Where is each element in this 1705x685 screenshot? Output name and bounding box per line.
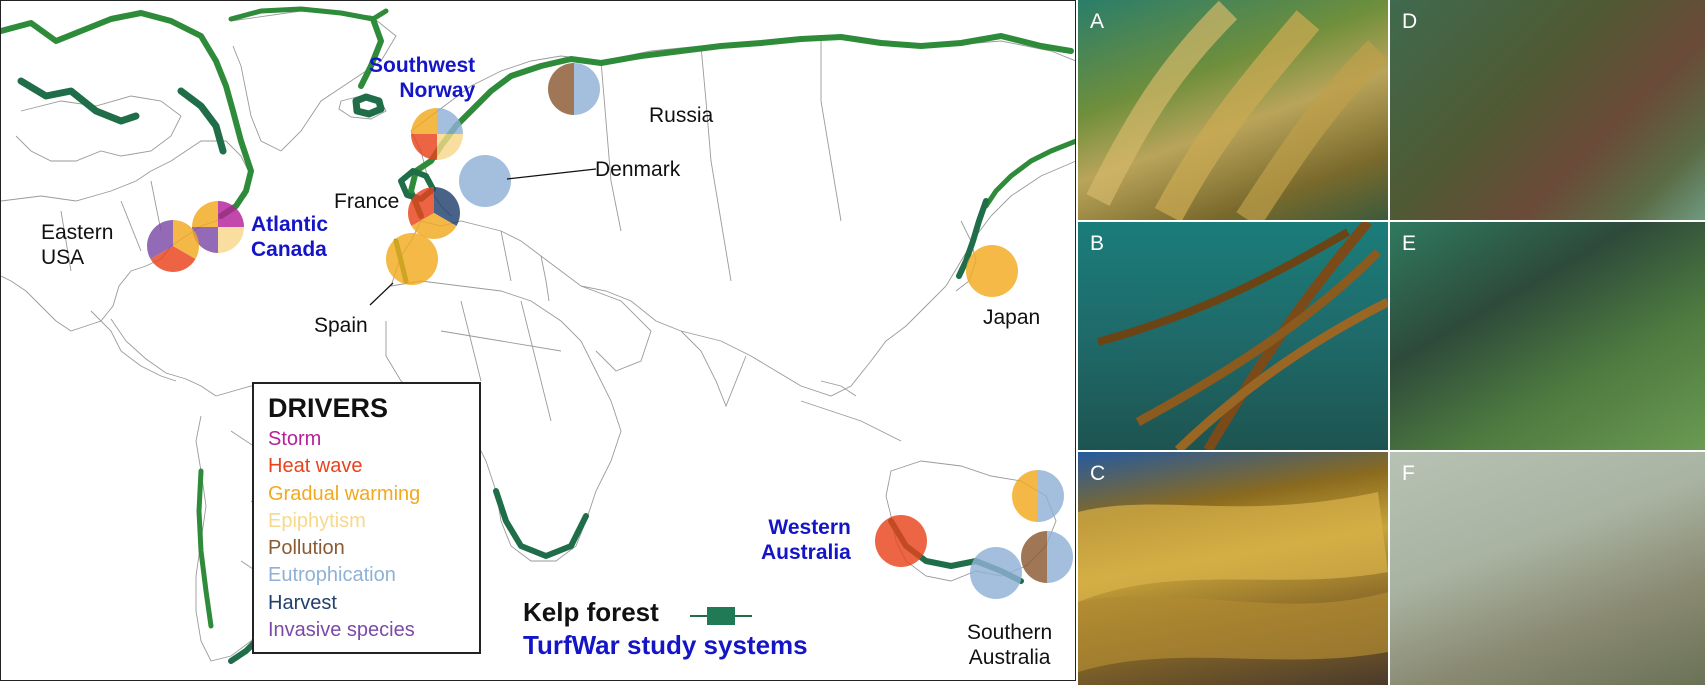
label-western-australia: Western Australia bbox=[761, 516, 851, 564]
pie-slice-gradual-warming bbox=[1012, 470, 1038, 522]
world-map bbox=[1, 6, 1075, 664]
legend-item-epiphytism: Epiphytism bbox=[268, 509, 366, 532]
world-map-panel: Southwest Norway Russia Denmark France E… bbox=[0, 0, 1076, 681]
driver-pie-france bbox=[407, 187, 461, 240]
legend-item-heat-wave: Heat wave bbox=[268, 455, 363, 478]
photo-panel-d: D bbox=[1390, 0, 1705, 220]
photo-a-kelp-fronds bbox=[1086, 0, 1388, 220]
label-russia: Russia bbox=[649, 104, 714, 127]
pie-slice-heat-wave bbox=[407, 187, 434, 226]
label-southwest-norway: Southwest Norway bbox=[369, 53, 475, 103]
pie-slice-gradual-warming bbox=[411, 108, 437, 134]
driver-pie-japan bbox=[966, 245, 1018, 297]
driver-pie-southern-australia bbox=[970, 547, 1022, 599]
photo-panel-e: E bbox=[1390, 222, 1705, 450]
pie-slice-heat-wave bbox=[411, 134, 437, 160]
driver-pie-western-australia bbox=[875, 515, 927, 567]
driver-pie-southern-australia bbox=[1012, 470, 1064, 522]
legend-item-pollution: Pollution bbox=[268, 537, 345, 560]
legend-title: DRIVERS bbox=[268, 393, 389, 423]
driver-pie-southwest-norway bbox=[411, 108, 463, 160]
driver-pie-markers bbox=[147, 63, 1073, 599]
photo-letter-b: B bbox=[1090, 232, 1105, 255]
photo-letter-f: F bbox=[1402, 462, 1415, 485]
turfwar-study-systems-key-label: TurfWar study systems bbox=[523, 630, 808, 660]
pie-slice-epiphytism bbox=[437, 134, 463, 160]
photo-letter-e: E bbox=[1402, 232, 1417, 255]
pie-slice-gradual-warming bbox=[411, 213, 457, 240]
pie-slice-eutrophication bbox=[1038, 470, 1064, 522]
photo-b-kelp-stipes bbox=[1096, 222, 1388, 450]
pie-slice-gradual-warming bbox=[173, 220, 199, 259]
label-southwest-norway-text: Southwest Norway bbox=[369, 54, 476, 102]
legend-item-gradual-warming: Gradual warming bbox=[268, 482, 421, 505]
pie-slice-gradual-warming bbox=[192, 201, 218, 227]
land-outlines bbox=[1, 10, 1075, 662]
photo-letter-d: D bbox=[1402, 10, 1418, 33]
driver-pie-southern-australia bbox=[1021, 531, 1073, 583]
label-japan: Japan bbox=[983, 306, 1041, 329]
driver-pie-atlantic-canada bbox=[192, 201, 244, 253]
pie-slice-eutrophication bbox=[1047, 531, 1073, 583]
legend-item-invasive-species: Invasive species bbox=[268, 619, 415, 642]
pie-slice-harvest bbox=[434, 187, 461, 226]
pie-slice-invasive-species bbox=[147, 220, 173, 259]
legend-items: Storm Heat wave Gradual warming Epiphytism P… bbox=[268, 426, 465, 644]
photo-letter-a: A bbox=[1090, 10, 1105, 33]
pie-slice-epiphytism bbox=[218, 227, 244, 253]
pie-slice-eutrophication bbox=[970, 547, 1022, 599]
kelp-forest-swatch-icon bbox=[690, 607, 752, 625]
pie-slice-eutrophication bbox=[437, 108, 463, 134]
photo-letter-c: C bbox=[1090, 462, 1106, 485]
kelp-forest-coastlines bbox=[1, 6, 1075, 664]
label-eastern-usa: Eastern USA bbox=[41, 221, 114, 269]
pie-slice-pollution bbox=[548, 63, 574, 115]
pie-slice-storm bbox=[218, 201, 244, 227]
legend-item-eutrophication: Eutrophication bbox=[268, 564, 396, 587]
photo-panel-f: F bbox=[1390, 452, 1705, 685]
pie-slice-invasive-species bbox=[192, 227, 218, 253]
label-france: France bbox=[334, 190, 400, 213]
legend-item-harvest: Harvest bbox=[268, 591, 337, 614]
pie-slice-eutrophication bbox=[459, 155, 511, 207]
pie-slice-gradual-warming bbox=[966, 245, 1018, 297]
driver-pie-spain bbox=[386, 233, 438, 285]
label-spain: Spain bbox=[314, 314, 368, 337]
pie-slice-eutrophication bbox=[574, 63, 600, 115]
driver-pie-denmark bbox=[459, 155, 511, 207]
legend-item-storm: Storm bbox=[268, 428, 322, 450]
label-denmark: Denmark bbox=[595, 158, 681, 181]
kelp-forest-key-label: Kelp forest bbox=[523, 597, 659, 627]
photo-panel-c: C bbox=[1078, 452, 1388, 685]
pie-slice-pollution bbox=[1021, 531, 1047, 583]
pie-slice-gradual-warming bbox=[386, 233, 438, 285]
pie-slice-heat-wave bbox=[875, 515, 927, 567]
driver-pie-eastern-usa bbox=[147, 220, 199, 273]
drivers-legend: DRIVERS Storm Heat wave Gradual warming Epi… bbox=[252, 382, 481, 654]
photo-c-kelp-blades bbox=[1078, 492, 1388, 672]
photo-panel-a: A bbox=[1078, 0, 1388, 220]
label-southern-australia: Southern Australia bbox=[967, 621, 1053, 669]
label-leader-lines bbox=[369, 168, 597, 306]
label-atlantic-canada: Atlantic Canada bbox=[251, 213, 329, 261]
photo-panel-b: B bbox=[1078, 222, 1388, 450]
driver-pie-russia bbox=[548, 63, 600, 115]
